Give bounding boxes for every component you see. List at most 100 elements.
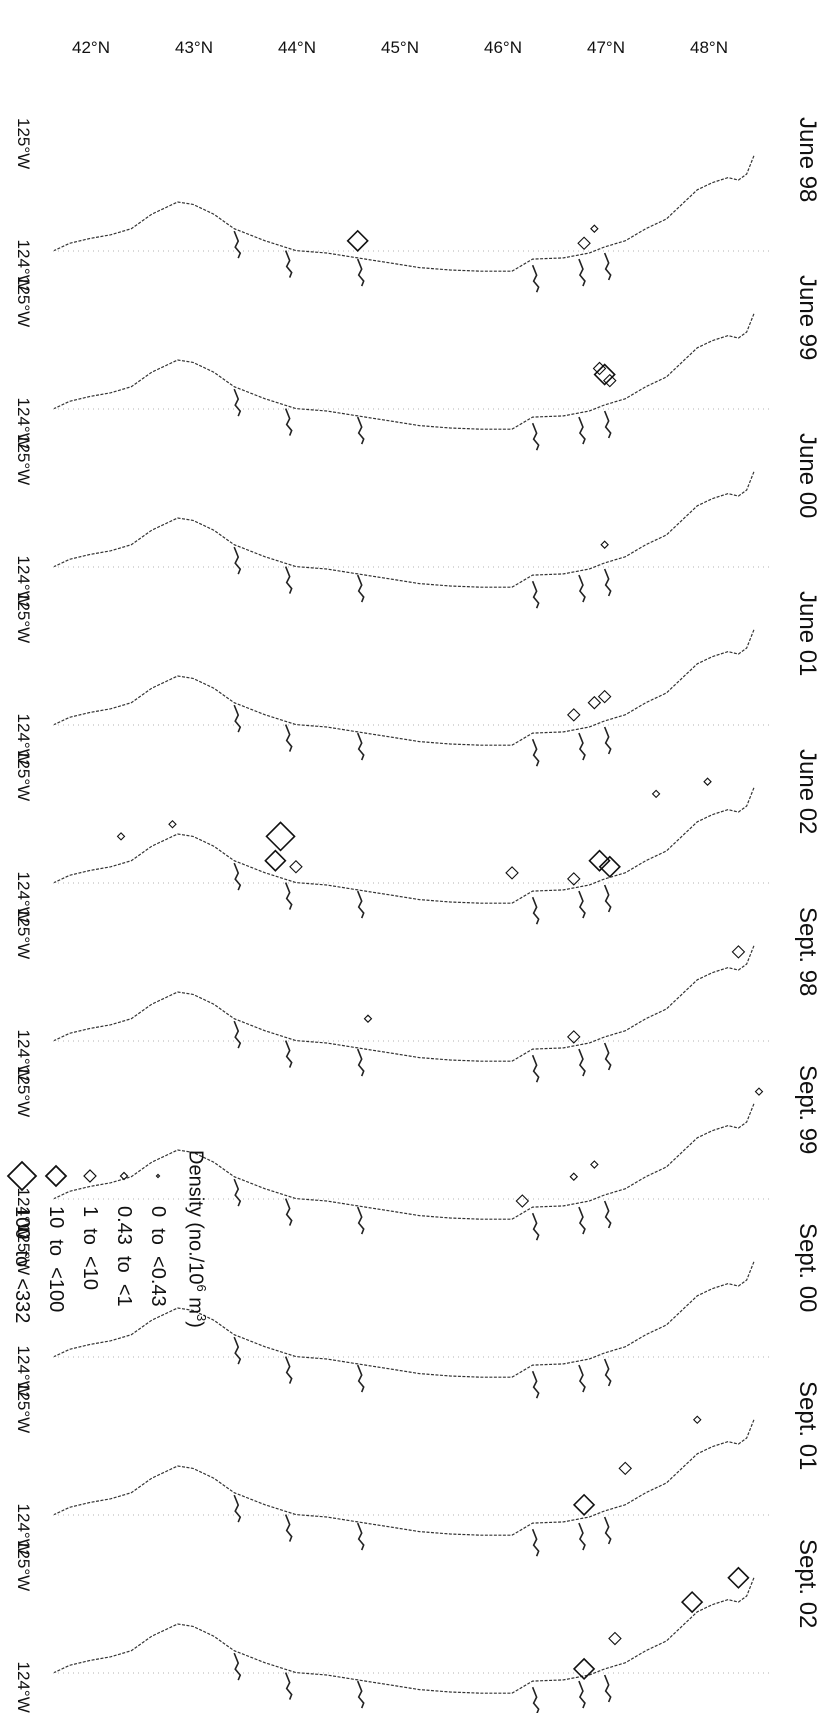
estuary	[578, 1364, 586, 1393]
sample-marker	[289, 859, 303, 874]
longitude-label-west: 125°W	[14, 750, 33, 802]
longitude-label-west: 125°W	[14, 434, 33, 486]
estuary	[531, 422, 540, 451]
panel-map	[49, 1415, 769, 1557]
estuary	[233, 1652, 242, 1681]
estuary	[284, 1514, 293, 1542]
legend-marker	[119, 1171, 129, 1181]
legend-symbol	[6, 1160, 38, 1192]
latitude-label: 42°N	[72, 38, 111, 57]
estuary	[531, 738, 540, 767]
estuary	[284, 724, 293, 752]
legend-title-mid: m	[184, 1291, 207, 1314]
sample-marker	[727, 1566, 750, 1589]
estuary	[578, 1680, 586, 1709]
estuary	[356, 1364, 365, 1393]
sample-marker	[572, 1493, 596, 1516]
coastline	[53, 313, 755, 430]
rotated-figure: June 98 125°W 124°W June 99 125°W 124°W June 0…	[0, 38, 829, 1713]
legend-marker	[155, 1173, 161, 1179]
panel-map	[49, 313, 769, 451]
legend-marker	[44, 1164, 68, 1188]
coastline	[53, 629, 755, 746]
estuary	[603, 1042, 612, 1071]
map-panel: June 99 125°W 124°W	[0, 253, 829, 451]
legend-label: 100 to <332	[11, 1206, 34, 1324]
coastline	[53, 155, 755, 272]
sample-marker	[515, 1194, 530, 1208]
panel-map	[49, 155, 769, 293]
estuary	[531, 264, 540, 293]
estuary	[603, 1200, 612, 1229]
latitude-label: 48°N	[689, 38, 728, 57]
legend-label: 1 to <10	[79, 1206, 102, 1290]
coastline	[53, 945, 755, 1062]
sample-marker	[265, 821, 296, 852]
panel-map	[49, 1087, 769, 1241]
estuary	[531, 1686, 540, 1713]
figure: June 98 125°W 124°W June 99 125°W 124°W June 0…	[0, 38, 829, 1713]
sample-marker	[600, 540, 609, 549]
estuary	[603, 884, 612, 913]
map-panel: June 98 125°W 124°W	[0, 95, 829, 293]
estuary	[356, 1048, 365, 1077]
estuary	[578, 1522, 586, 1551]
sample-marker	[567, 872, 581, 886]
sample-marker	[505, 866, 519, 880]
map-panel: June 01 125°W 124°W	[0, 569, 829, 767]
estuary	[578, 258, 586, 287]
estuary	[233, 704, 242, 733]
legend-symbol	[44, 1164, 68, 1188]
legend-symbol	[119, 1171, 129, 1181]
estuary	[233, 230, 242, 259]
latitude-label: 47°N	[586, 38, 625, 57]
longitude-label-west: 125°W	[14, 118, 33, 170]
coastline	[53, 1577, 755, 1694]
legend-title-suffix: )	[184, 1321, 207, 1328]
estuary	[356, 574, 365, 603]
estuary	[284, 882, 293, 910]
legend-marker	[83, 1169, 97, 1183]
legend-symbol	[83, 1169, 97, 1183]
estuary	[284, 1672, 293, 1700]
coastline	[53, 1419, 755, 1536]
estuary	[603, 410, 612, 439]
latitude-label: 43°N	[175, 38, 214, 57]
latitude-label: 46°N	[483, 38, 522, 57]
panel-map	[49, 629, 769, 767]
sample-marker	[603, 373, 617, 388]
coastline	[53, 1103, 755, 1220]
estuary	[233, 1178, 242, 1207]
legend-item: 10 to <100	[40, 1160, 72, 1312]
longitude-label-west: 125°W	[14, 1066, 33, 1118]
map-panel: Sept. 99 125°W 124°W	[0, 1043, 829, 1241]
legend-marker	[6, 1160, 38, 1192]
estuary	[603, 1674, 612, 1703]
estuary	[531, 1528, 540, 1557]
estuary	[233, 1020, 242, 1049]
estuary	[531, 896, 540, 925]
latitude-label: 44°N	[277, 38, 316, 57]
estuary	[578, 416, 586, 445]
sample-marker	[588, 849, 611, 872]
estuary	[603, 1516, 612, 1545]
map-panel: Sept. 98 125°W 124°W	[0, 885, 829, 1083]
sample-marker	[680, 1590, 704, 1614]
estuary	[603, 726, 612, 755]
estuary	[284, 408, 293, 436]
estuary	[233, 862, 242, 891]
estuary	[603, 252, 612, 281]
panel-map	[49, 1261, 769, 1399]
sample-marker	[567, 1030, 581, 1044]
longitude-label-west: 125°W	[14, 592, 33, 644]
estuary	[356, 732, 365, 761]
coastline	[53, 1261, 755, 1378]
longitude-label-west: 125°W	[14, 908, 33, 960]
sample-marker	[590, 224, 599, 233]
estuary	[531, 1370, 540, 1399]
estuary	[356, 1206, 365, 1235]
legend-label: 0.43 to <1	[113, 1206, 136, 1307]
sample-marker	[577, 236, 591, 251]
panel-map	[49, 945, 769, 1083]
panel-map	[49, 1566, 769, 1713]
